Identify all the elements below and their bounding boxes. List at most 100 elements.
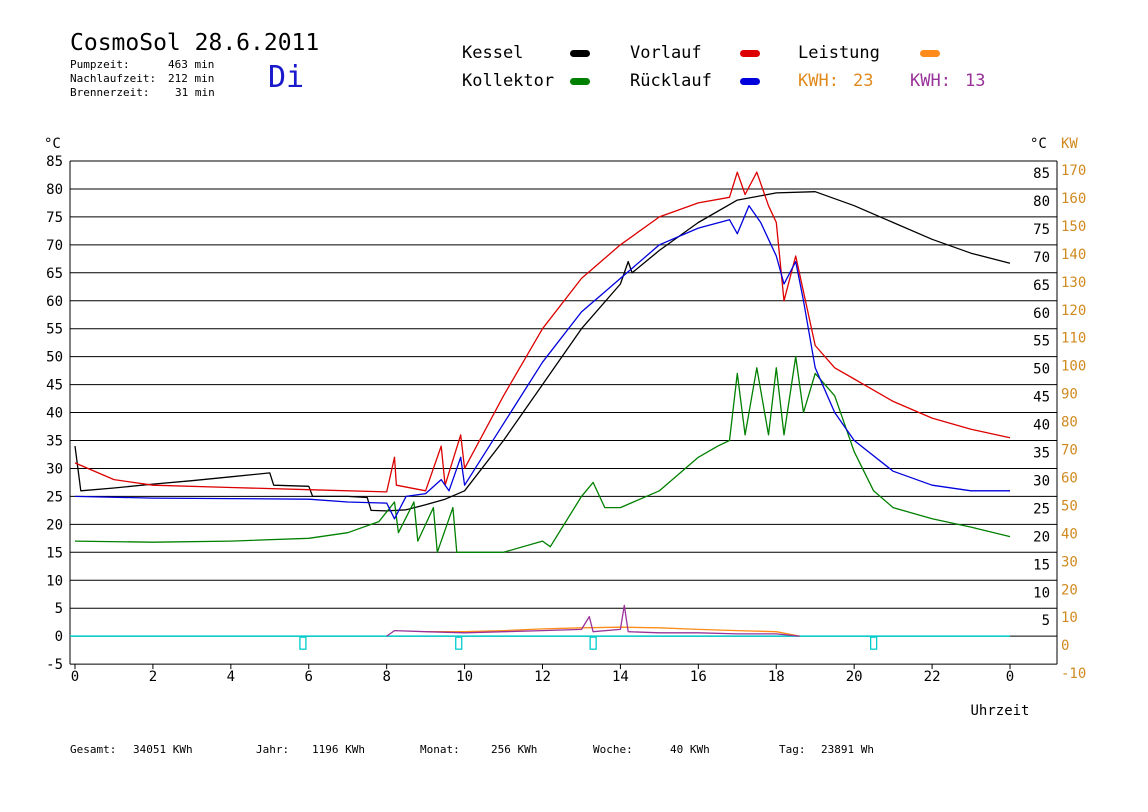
x-tick-label: 8 — [382, 669, 390, 685]
y-right-kw-tick: 160 — [1061, 191, 1086, 207]
y-right-temp-tick: 15 — [1033, 557, 1050, 573]
y-right-temp-tick: 60 — [1033, 306, 1050, 322]
series-line-5 — [386, 604, 800, 637]
y-left-tick: 60 — [46, 294, 63, 310]
series-line-3 — [74, 205, 1010, 520]
stat-pumpzeit-value: 463 min — [168, 58, 215, 71]
y-left-tick: 55 — [46, 322, 63, 338]
stat-brenner-label: Brennerzeit: — [70, 86, 150, 99]
legend-kwh1-label: KWH: — [798, 71, 839, 91]
pump-marker — [589, 636, 597, 650]
y-right-kw-tick: 60 — [1061, 470, 1078, 486]
legend-kessel-label: Kessel — [462, 43, 524, 63]
y-right-kw-tick: 130 — [1061, 275, 1086, 291]
y-right-temp-tick: 80 — [1033, 194, 1050, 210]
pump-marker — [455, 636, 463, 650]
y-right-kw-tick: 0 — [1061, 638, 1069, 654]
y-right-kw-tick: 170 — [1061, 163, 1086, 179]
x-tick-label: 20 — [846, 669, 863, 685]
stat-brenner-value: 31 min — [175, 86, 215, 99]
footer-jahr-value: 1196 KWh — [312, 743, 365, 756]
x-tick-label: 2 — [149, 669, 157, 685]
legend-vorlauf-label: Vorlauf — [630, 43, 702, 63]
legend-kessel-swatch — [570, 50, 590, 57]
legend-vorlauf-swatch — [740, 50, 760, 57]
y-left-tick: 15 — [46, 545, 63, 561]
y-right-kw-tick: 50 — [1061, 498, 1078, 514]
y-left-unit: °C — [44, 136, 61, 152]
series-line-2 — [74, 355, 1011, 553]
y-right-kw-tick: 20 — [1061, 582, 1078, 598]
legend-leistung-swatch — [920, 50, 940, 57]
y-right-kw-tick: 10 — [1061, 610, 1078, 626]
x-tick-label: 0 — [71, 669, 79, 685]
y-right-temp-tick: 50 — [1033, 362, 1050, 378]
y-left-tick: 75 — [46, 210, 63, 226]
y-right-temp-tick: 10 — [1033, 585, 1050, 601]
footer-monat-value: 256 KWh — [491, 743, 538, 756]
legend-kwh2-value: 13 — [965, 71, 986, 91]
x-tick-label: 12 — [534, 669, 551, 685]
pump-marker — [299, 636, 307, 650]
y-left-tick: 35 — [46, 434, 63, 450]
y-right-kw-tick: 140 — [1061, 247, 1086, 263]
y-right-temp-tick: 5 — [1042, 613, 1050, 629]
stat-nachlauf-value: 212 min — [168, 72, 215, 85]
legend-kwh1-value: 23 — [853, 71, 874, 91]
y-left-tick: 85 — [46, 154, 63, 170]
y-right-temp-tick: 30 — [1033, 473, 1050, 489]
y-left-tick: 80 — [46, 182, 63, 198]
pump-marker — [869, 636, 878, 650]
y-right-temp-tick: 40 — [1033, 418, 1050, 434]
y-right-kw-unit: KW — [1061, 136, 1078, 152]
y-left-tick: 65 — [46, 266, 63, 282]
y-right-kw-tick: 100 — [1061, 359, 1086, 375]
y-left-tick: 20 — [46, 517, 63, 533]
y-right-kw-tick: 30 — [1061, 554, 1078, 570]
x-tick-label: 10 — [456, 669, 473, 685]
legend-kollektor-swatch — [570, 78, 590, 85]
y-left-tick: 10 — [46, 573, 63, 589]
stat-pumpzeit-label: Pumpzeit: — [70, 58, 130, 71]
legend-kwh2-label: KWH: — [910, 71, 951, 91]
y-right-kw-tick: 70 — [1061, 443, 1078, 459]
stat-nachlauf-label: Nachlaufzeit: — [70, 72, 157, 85]
footer-gesamt-label: Gesamt: — [70, 743, 117, 756]
y-left-tick: 5 — [55, 601, 63, 617]
y-right-kw-tick: 110 — [1061, 331, 1086, 347]
x-tick-label: 4 — [227, 669, 235, 685]
x-tick-label: 0 — [1006, 669, 1014, 685]
y-right-temp-tick: 75 — [1033, 222, 1050, 238]
y-right-kw-tick: -10 — [1061, 666, 1086, 682]
footer-tag-value: 23891 Wh — [821, 743, 874, 756]
y-left-tick: 40 — [46, 406, 63, 422]
series-line-0 — [74, 191, 1011, 512]
y-left-tick: 50 — [46, 350, 63, 366]
y-left-tick: -5 — [46, 657, 63, 673]
y-right-kw-tick: 80 — [1061, 415, 1078, 431]
series-line-1 — [74, 171, 1011, 493]
y-right-kw-tick: 90 — [1061, 387, 1078, 403]
x-tick-label: 14 — [612, 669, 629, 685]
x-axis-label: Uhrzeit — [970, 703, 1029, 719]
y-right-temp-tick: 55 — [1033, 334, 1050, 350]
x-tick-label: 18 — [768, 669, 785, 685]
y-right-kw-tick: 120 — [1061, 303, 1086, 319]
x-tick-label: 6 — [305, 669, 313, 685]
y-right-temp-tick: 45 — [1033, 390, 1050, 406]
y-right-kw-tick: 40 — [1061, 526, 1078, 542]
legend-ruecklauf-label: Rücklauf — [630, 71, 712, 91]
y-right-temp-tick: 20 — [1033, 529, 1050, 545]
y-left-tick: 30 — [46, 461, 63, 477]
y-right-temp-tick: 65 — [1033, 278, 1050, 294]
y-left-tick: 70 — [46, 238, 63, 254]
y-left-tick: 25 — [46, 489, 63, 505]
y-right-kw-tick: 150 — [1061, 219, 1086, 235]
legend-kollektor-label: Kollektor — [462, 71, 555, 91]
legend-ruecklauf-swatch — [740, 78, 760, 85]
footer-woche-label: Woche: — [593, 743, 633, 756]
y-right-temp-tick: 35 — [1033, 446, 1050, 462]
x-tick-label: 16 — [690, 669, 707, 685]
footer-tag-label: Tag: — [779, 743, 806, 756]
